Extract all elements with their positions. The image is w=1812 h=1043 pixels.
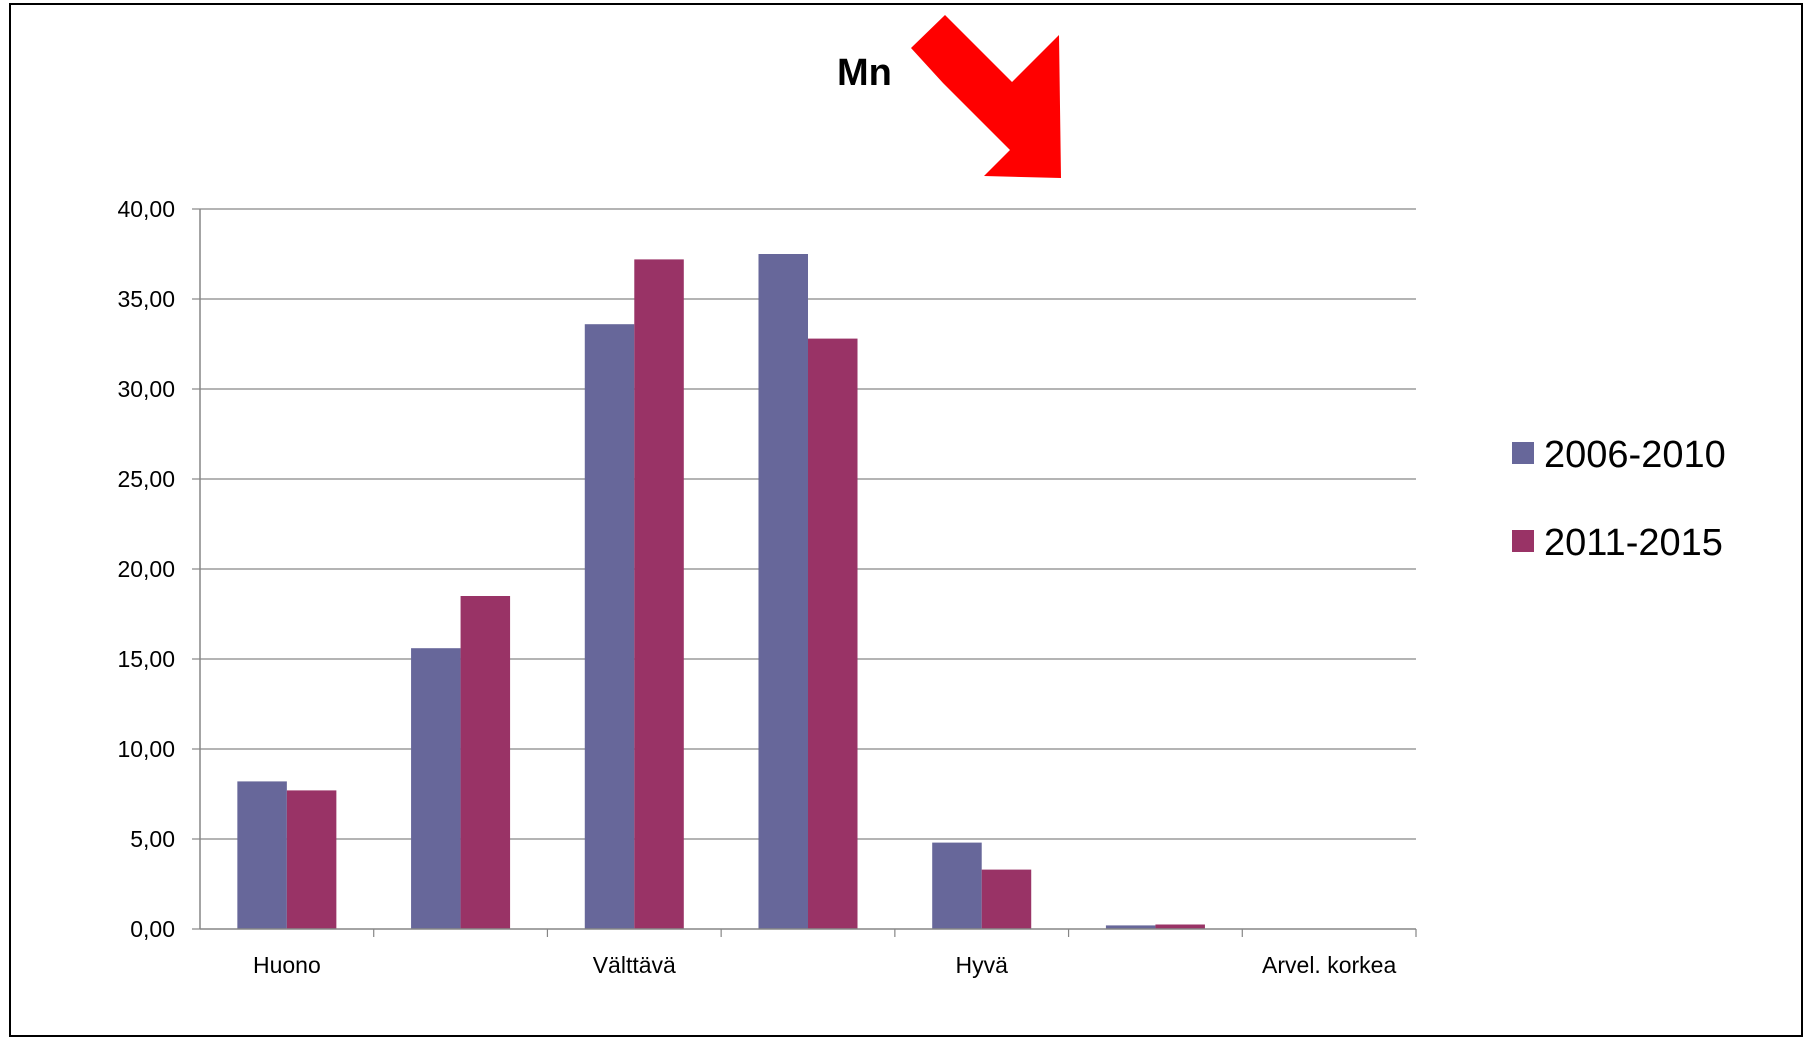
legend: 2006-2010 2011-2015 xyxy=(1512,434,1726,564)
x-tick-label: Huono xyxy=(253,952,321,978)
bar-2006-2010-Huono xyxy=(237,781,287,929)
y-tick-label: 25,00 xyxy=(117,466,175,492)
x-tick-label: Välttävä xyxy=(593,952,676,978)
bar-2006-2010-group-4 xyxy=(758,254,808,929)
legend-swatch xyxy=(1512,530,1534,552)
y-tick-label: 30,00 xyxy=(117,376,175,402)
y-tick-label: 40,00 xyxy=(117,196,175,222)
x-axis-ticks: Huono Välttävä Hyvä Arvel. korkea xyxy=(253,929,1417,978)
legend-label: 2011-2015 xyxy=(1544,522,1723,564)
annotation-label: Mn xyxy=(837,52,892,94)
y-tick-label: 35,00 xyxy=(117,286,175,312)
bar-2011-2015-Välttävä xyxy=(634,259,684,929)
bar-2011-2015-Huono xyxy=(286,790,337,929)
bar-2006-2010-group-6 xyxy=(1105,925,1156,929)
bar-2011-2015-group-2 xyxy=(460,596,511,929)
bar-2006-2010-Välttävä xyxy=(584,324,635,929)
red-arrow-icon xyxy=(911,15,1061,178)
y-tick-label: 5,00 xyxy=(130,826,175,852)
y-axis-ticks: 0,00 5,00 10,00 15,00 20,00 25,00 30,00 35,00 40… xyxy=(117,196,175,942)
x-tick-label: Arvel. korkea xyxy=(1262,952,1396,978)
bar-2011-2015-group-6 xyxy=(1155,924,1205,929)
bar-2006-2010-Hyvä xyxy=(932,842,982,929)
y-tick-label: 0,00 xyxy=(130,916,175,942)
y-tick-label: 10,00 xyxy=(117,736,175,762)
legend-label: 2006-2010 xyxy=(1544,434,1726,476)
x-tick-label: Hyvä xyxy=(956,952,1009,978)
bar-2011-2015-group-4 xyxy=(808,338,858,930)
y-tick-label: 15,00 xyxy=(117,646,175,672)
annotation: Mn xyxy=(837,15,1061,178)
bar-2011-2015-Hyvä xyxy=(981,869,1032,929)
bars xyxy=(237,254,1379,930)
y-tick-label: 20,00 xyxy=(117,556,175,582)
bar-2006-2010-group-2 xyxy=(411,648,461,929)
legend-swatch xyxy=(1512,442,1534,464)
